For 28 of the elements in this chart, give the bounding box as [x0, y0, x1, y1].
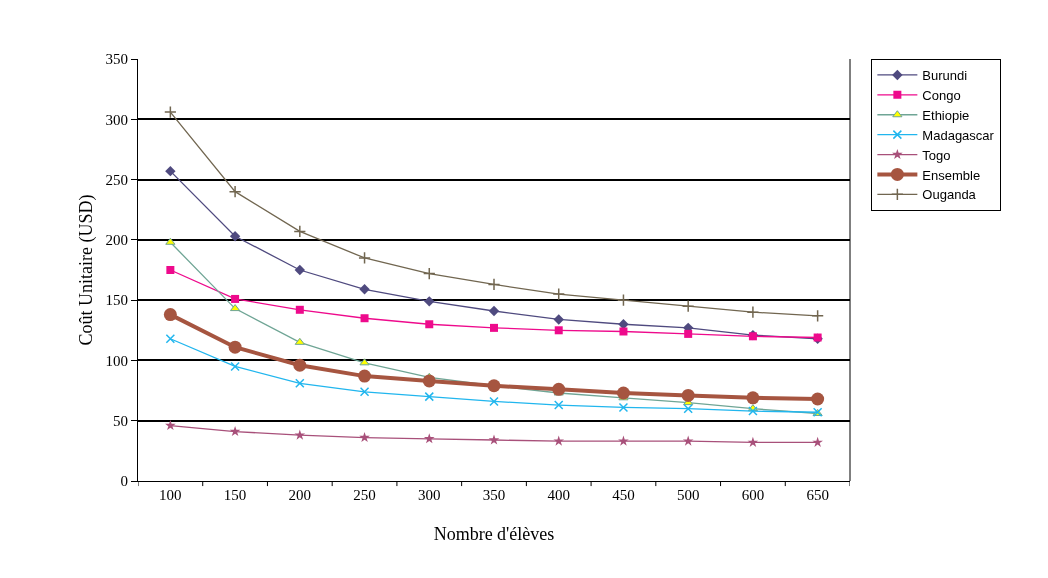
y-tick-label: 100: [105, 352, 128, 369]
x-tick-label: 450: [612, 487, 635, 503]
legend-label: Ouganda: [922, 187, 977, 203]
x-axis-title: Nombre d'élèves: [433, 524, 555, 545]
y-tick-label: 300: [105, 111, 128, 128]
x-tick-label: 200: [288, 487, 312, 503]
y-tick-label: 50: [113, 412, 128, 429]
x-tick-label: 650: [806, 487, 829, 503]
x-tick-label: 500: [676, 487, 700, 503]
x-tick-label: 400: [547, 487, 570, 503]
legend-label: Ethiopie: [922, 107, 970, 123]
x-tick-label: 150: [223, 487, 247, 503]
x-tick-label: 600: [741, 487, 765, 503]
legend-label: Burundi: [922, 68, 968, 84]
x-tick-label: 100: [159, 487, 182, 503]
y-tick-label: 250: [105, 171, 128, 188]
legend-label: Madagascar: [922, 127, 995, 143]
legend-label: Congo: [922, 87, 961, 103]
y-tick-label: 200: [105, 232, 128, 249]
x-tick-label: 350: [482, 487, 506, 503]
x-tick-label: 250: [353, 487, 376, 503]
y-tick-label: 150: [105, 292, 128, 309]
legend-label: Ensemble: [922, 167, 981, 183]
y-tick-label: 350: [105, 51, 128, 68]
y-tick-label: 0: [120, 473, 128, 490]
legend-label: Togo: [922, 147, 951, 163]
y-axis-title: Coût Unitaire (USD): [76, 194, 97, 346]
x-tick-label: 300: [418, 487, 441, 503]
